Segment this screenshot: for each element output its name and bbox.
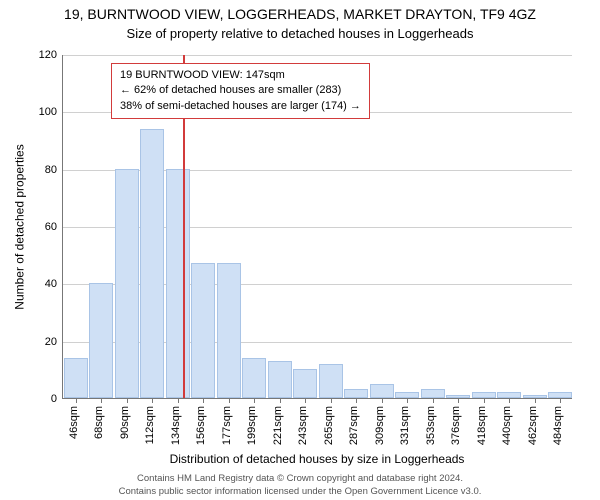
annotation-box: 19 BURNTWOOD VIEW: 147sqm← 62% of detach… — [111, 63, 370, 119]
x-tick-label: 376sqm — [450, 406, 462, 445]
x-tick — [407, 398, 408, 403]
histogram-bar — [191, 263, 215, 398]
x-tick — [535, 398, 536, 403]
plot-area: 02040608010012046sqm68sqm90sqm112sqm134s… — [62, 55, 572, 399]
annotation-line-1: 19 BURNTWOOD VIEW: 147sqm — [120, 68, 361, 83]
y-tick-label: 120 — [39, 49, 57, 61]
histogram-bar — [140, 129, 164, 398]
x-tick-label: 68sqm — [93, 406, 105, 439]
histogram-bar — [217, 263, 241, 398]
annotation-line-3: 38% of semi-detached houses are larger (… — [120, 99, 361, 114]
histogram-bar — [242, 358, 266, 398]
x-tick — [458, 398, 459, 403]
x-axis-label: Distribution of detached houses by size … — [62, 452, 572, 466]
histogram-bar — [344, 389, 368, 398]
x-tick-label: 177sqm — [221, 406, 233, 445]
y-tick-label: 20 — [45, 336, 57, 348]
histogram-bar — [64, 358, 88, 398]
x-tick — [127, 398, 128, 403]
x-tick-label: 353sqm — [425, 406, 437, 445]
y-tick-label: 80 — [45, 164, 57, 176]
x-tick — [229, 398, 230, 403]
title-subtitle: Size of property relative to detached ho… — [0, 26, 600, 41]
x-tick-label: 440sqm — [501, 406, 513, 445]
x-tick — [433, 398, 434, 403]
x-tick — [382, 398, 383, 403]
x-tick — [101, 398, 102, 403]
x-tick — [76, 398, 77, 403]
histogram-bar — [166, 169, 190, 398]
y-tick-label: 40 — [45, 278, 57, 290]
y-tick-label: 60 — [45, 221, 57, 233]
x-tick-label: 462sqm — [527, 406, 539, 445]
x-tick-label: 243sqm — [297, 406, 309, 445]
x-tick — [356, 398, 357, 403]
histogram-bar — [319, 364, 343, 398]
y-tick-label: 100 — [39, 106, 57, 118]
histogram-bar — [115, 169, 139, 398]
histogram-bar — [370, 384, 394, 398]
x-tick — [152, 398, 153, 403]
y-axis-label: Number of detached properties — [13, 144, 27, 309]
footer-line-1: Contains HM Land Registry data © Crown c… — [0, 473, 600, 485]
x-tick-label: 46sqm — [68, 406, 80, 439]
x-tick-label: 484sqm — [552, 406, 564, 445]
x-tick-label: 265sqm — [323, 406, 335, 445]
x-tick-label: 221sqm — [272, 406, 284, 445]
histogram-bar — [293, 369, 317, 398]
x-tick — [509, 398, 510, 403]
x-tick — [484, 398, 485, 403]
x-tick-label: 90sqm — [119, 406, 131, 439]
gridline — [63, 55, 572, 56]
x-tick — [560, 398, 561, 403]
x-tick — [305, 398, 306, 403]
x-tick-label: 112sqm — [144, 406, 156, 444]
x-tick — [254, 398, 255, 403]
x-tick-label: 156sqm — [195, 406, 207, 445]
annotation-line-2: ← 62% of detached houses are smaller (28… — [120, 83, 361, 98]
title-address: 19, BURNTWOOD VIEW, LOGGERHEADS, MARKET … — [0, 6, 600, 22]
x-tick-label: 199sqm — [246, 406, 258, 445]
footer-attribution: Contains HM Land Registry data © Crown c… — [0, 473, 600, 498]
x-tick-label: 331sqm — [399, 406, 411, 445]
y-tick-label: 0 — [51, 393, 57, 405]
x-tick-label: 309sqm — [374, 406, 386, 445]
x-tick-label: 418sqm — [476, 406, 488, 445]
x-tick — [203, 398, 204, 403]
y-axis-label-wrap: Number of detached properties — [14, 55, 26, 399]
x-tick — [280, 398, 281, 403]
x-tick — [331, 398, 332, 403]
footer-line-2: Contains public sector information licen… — [0, 486, 600, 498]
histogram-bar — [268, 361, 292, 398]
x-tick — [178, 398, 179, 403]
x-tick-label: 287sqm — [348, 406, 360, 445]
histogram-bar — [421, 389, 445, 398]
x-tick-label: 134sqm — [170, 406, 182, 445]
histogram-bar — [89, 283, 113, 398]
chart-container: 19, BURNTWOOD VIEW, LOGGERHEADS, MARKET … — [0, 0, 600, 500]
